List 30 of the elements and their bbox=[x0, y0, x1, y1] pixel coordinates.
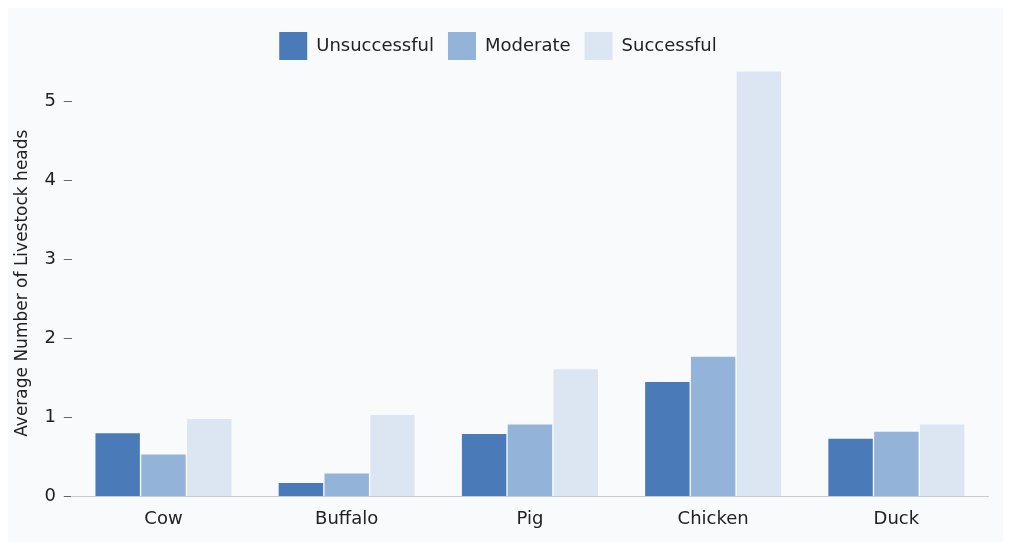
bar bbox=[370, 415, 415, 496]
bar bbox=[95, 433, 140, 496]
y-tick-label: 4 bbox=[44, 168, 56, 190]
bar bbox=[828, 438, 873, 496]
x-tick-label: Buffalo bbox=[315, 506, 379, 528]
x-tick-label: Pig bbox=[516, 506, 544, 528]
bar bbox=[461, 434, 507, 496]
y-tick-label: 0 bbox=[44, 484, 56, 506]
bar bbox=[324, 473, 369, 496]
bar bbox=[507, 424, 553, 496]
bar bbox=[690, 356, 736, 496]
legend-label: Moderate bbox=[484, 33, 571, 55]
bar bbox=[874, 431, 919, 496]
y-tick-label: 1 bbox=[44, 405, 56, 427]
y-tick-label: 5 bbox=[44, 89, 56, 111]
x-tick-label: Chicken bbox=[677, 506, 749, 528]
bar bbox=[919, 424, 965, 496]
y-tick-label: 2 bbox=[44, 326, 56, 348]
x-tick-label: Duck bbox=[873, 506, 920, 528]
y-tick-label: 3 bbox=[44, 247, 56, 269]
bar bbox=[278, 482, 324, 496]
bar bbox=[553, 369, 598, 496]
y-axis-title: Average Number of Livestock heads bbox=[10, 129, 31, 437]
bar bbox=[736, 71, 782, 496]
bar bbox=[141, 454, 186, 496]
bar bbox=[645, 381, 690, 496]
legend-label: Successful bbox=[621, 33, 717, 55]
x-tick-label: Cow bbox=[144, 506, 183, 528]
legend-label: Unsuccessful bbox=[316, 33, 434, 55]
bar bbox=[187, 419, 232, 496]
